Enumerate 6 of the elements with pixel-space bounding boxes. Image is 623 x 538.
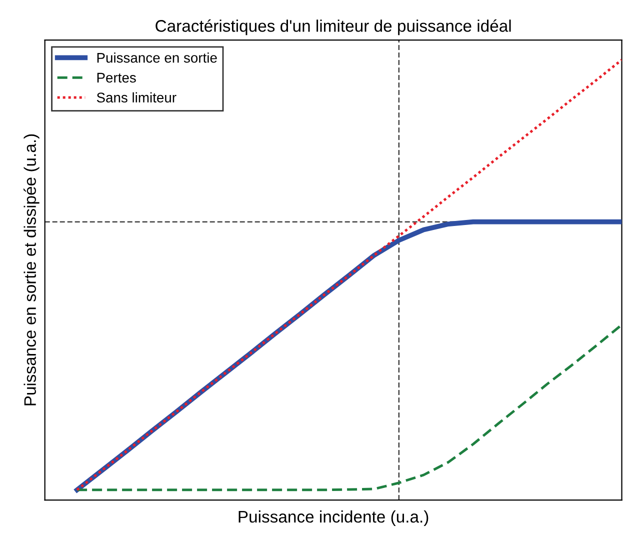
chart-title: Caractéristiques d'un limiteur de puissance idéal xyxy=(156,19,511,36)
legend-label: Puissance en sortie xyxy=(97,52,217,63)
legend-label: Sans limiteur xyxy=(96,92,176,103)
legend-label: Pertes xyxy=(97,72,136,83)
x-axis-title: Puissance incidente (u.a.) xyxy=(238,510,428,526)
y-axis-title: Puissance en sortie et dissipée (u.a.) xyxy=(24,134,40,406)
